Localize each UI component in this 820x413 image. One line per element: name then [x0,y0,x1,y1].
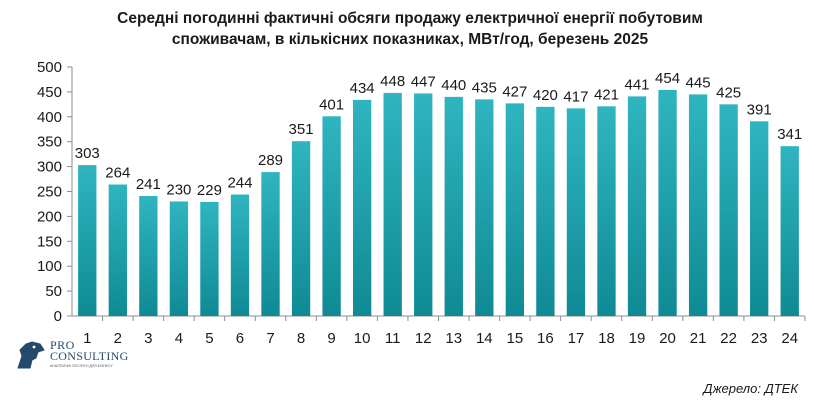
data-label-hour-10: 434 [350,80,375,97]
x-tick-label-24: 24 [781,330,798,347]
x-tick-label-23: 23 [751,330,768,347]
data-label-hour-6: 244 [227,174,252,191]
x-tick-label-20: 20 [659,330,676,347]
logo-text-pro: PRO [50,338,75,352]
x-tick-label-3: 3 [144,330,152,347]
logo-tagline: АНАЛІТИЧНІ ПОСЛУГИ ДЛЯ БІЗНЕСУ [50,364,113,368]
bar-hour-2 [108,184,127,316]
x-tick-label-14: 14 [476,330,493,347]
data-label-hour-17: 417 [563,88,588,105]
logo-text-consulting: CONSULTING [50,349,129,363]
y-tick-label: 200 [37,208,62,225]
x-tick-label-11: 11 [385,330,401,347]
x-tick-label-18: 18 [598,330,615,347]
x-tick-label-16: 16 [537,330,554,347]
bar-hour-13 [444,96,463,316]
y-tick-label: 250 [37,184,62,201]
bar-hour-6 [230,194,250,316]
data-label-hour-19: 441 [625,76,650,93]
data-label-hour-24: 341 [777,126,802,143]
bar-hour-10 [352,99,372,316]
x-tick-label-8: 8 [297,330,305,347]
x-tick-label-21: 21 [690,330,707,347]
bar-hour-1 [78,165,97,316]
bar-hour-4 [169,201,189,316]
data-label-hour-1: 303 [75,145,100,162]
data-label-hour-23: 391 [747,101,772,118]
horse-head-icon [17,341,45,369]
data-label-hour-4: 230 [166,181,191,198]
x-tick-label-1: 1 [83,330,91,347]
data-label-hour-3: 241 [136,176,161,193]
bar-hour-8 [291,141,311,316]
bar-hour-20 [658,89,677,317]
bar-hour-21 [688,94,708,316]
data-label-hour-9: 401 [319,96,344,113]
data-label-hour-7: 289 [258,152,283,169]
data-label-hour-11: 448 [380,73,405,90]
data-label-hour-5: 229 [197,182,222,199]
data-label-hour-20: 454 [655,70,680,87]
bar-hour-11 [383,92,402,316]
bar-hour-16 [536,106,555,316]
x-tick-label-9: 9 [327,330,335,347]
y-tick-label: 150 [37,233,62,250]
y-tick-label: 500 [37,59,62,76]
source-note: Джерело: ДТЕК [703,381,798,396]
data-label-hour-8: 351 [289,121,314,138]
bar-hour-24 [780,146,799,316]
bar-hour-3 [139,195,158,316]
data-label-hour-21: 445 [686,74,711,91]
x-tick-label-2: 2 [114,330,122,347]
chart-title-line-2: споживачам, в кількісних показниках, МВт… [171,31,649,48]
y-tick-label: 400 [37,109,62,126]
x-tick-label-19: 19 [629,330,646,347]
bar-hour-5 [200,201,219,316]
x-tick-label-10: 10 [354,330,371,347]
bar-hour-19 [627,96,647,316]
data-label-hour-16: 420 [533,87,558,104]
x-tick-label-6: 6 [236,330,244,347]
x-tick-label-7: 7 [266,330,274,347]
y-tick-label: 50 [45,283,62,300]
data-label-hour-12: 447 [411,73,436,90]
bar-hour-9 [322,116,341,316]
x-tick-label-17: 17 [568,330,585,347]
y-tick-label: 300 [37,159,62,176]
y-tick-label: 350 [37,134,62,151]
chart-title: Середні погодинні фактичні обсяги продаж… [40,8,780,50]
x-tick-label-12: 12 [415,330,432,347]
data-label-hour-15: 427 [502,83,527,100]
y-tick-label: 0 [54,308,62,325]
x-tick-label-15: 15 [507,330,524,347]
data-label-hour-13: 440 [441,77,466,94]
data-label-hour-22: 425 [716,84,741,101]
x-tick-label-4: 4 [175,330,183,347]
y-tick-label: 450 [37,84,62,101]
x-tick-label-5: 5 [205,330,213,347]
chart-title-line-1: Середні погодинні фактичні обсяги продаж… [117,10,703,27]
bar-hour-12 [414,93,433,316]
data-label-hour-2: 264 [105,165,130,182]
bar-hour-15 [505,103,525,316]
y-tick-label: 100 [37,258,62,275]
bar-hour-17 [566,108,586,316]
data-label-hour-14: 435 [472,79,497,96]
bar-hour-14 [475,99,494,317]
pro-consulting-logo: PRO CONSULTING АНАЛІТИЧНІ ПОСЛУГИ ДЛЯ БІ… [14,338,144,374]
x-tick-label-13: 13 [445,330,462,347]
bar-hour-23 [750,121,769,316]
bar-hour-22 [719,104,738,316]
data-label-hour-18: 421 [594,86,619,103]
bar-hour-7 [261,172,280,316]
bar-hour-18 [597,106,616,316]
x-tick-label-22: 22 [720,330,737,347]
